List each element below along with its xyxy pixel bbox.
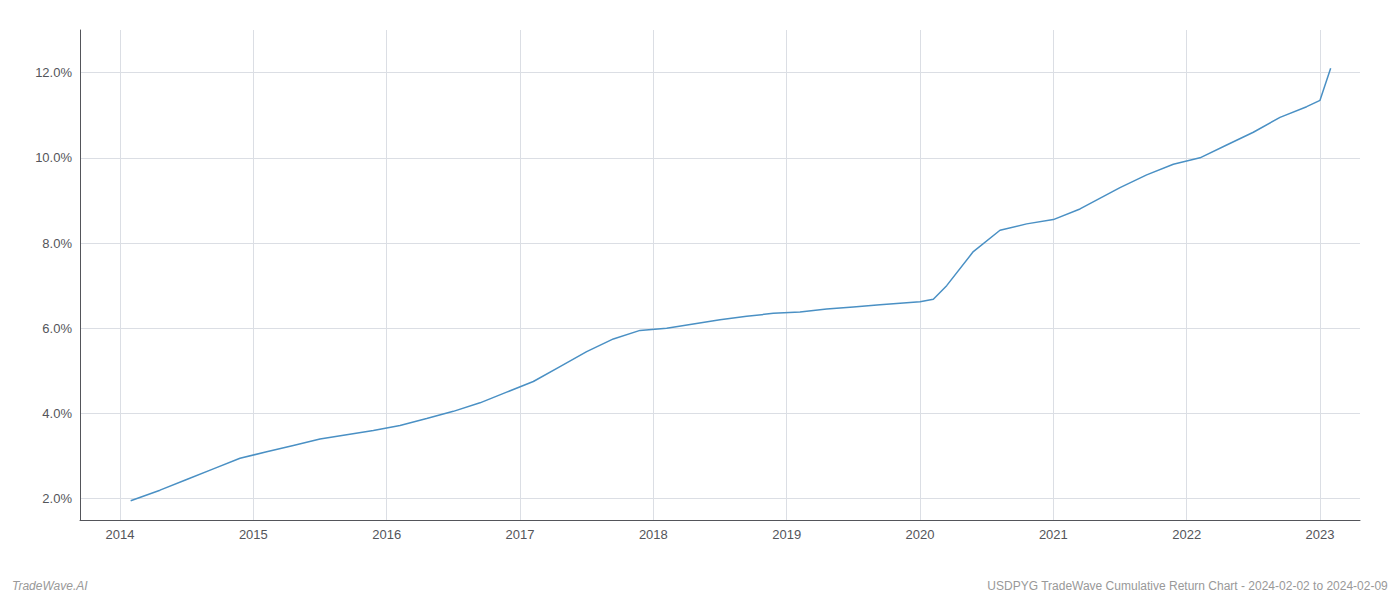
svg-text:TradeWave.AI: TradeWave.AI (12, 579, 88, 593)
svg-text:10.0%: 10.0% (35, 150, 72, 165)
svg-text:2023: 2023 (1306, 527, 1335, 542)
svg-text:2018: 2018 (639, 527, 668, 542)
svg-text:2015: 2015 (239, 527, 268, 542)
svg-text:6.0%: 6.0% (42, 321, 72, 336)
svg-text:4.0%: 4.0% (42, 406, 72, 421)
svg-text:12.0%: 12.0% (35, 65, 72, 80)
svg-text:2020: 2020 (906, 527, 935, 542)
svg-text:2019: 2019 (772, 527, 801, 542)
svg-text:2.0%: 2.0% (42, 491, 72, 506)
svg-text:8.0%: 8.0% (42, 236, 72, 251)
svg-text:USDPYG TradeWave Cumulative Re: USDPYG TradeWave Cumulative Return Chart… (987, 579, 1388, 593)
svg-text:2021: 2021 (1039, 527, 1068, 542)
svg-text:2014: 2014 (106, 527, 135, 542)
svg-text:2022: 2022 (1172, 527, 1201, 542)
svg-text:2016: 2016 (372, 527, 401, 542)
svg-text:2017: 2017 (506, 527, 535, 542)
